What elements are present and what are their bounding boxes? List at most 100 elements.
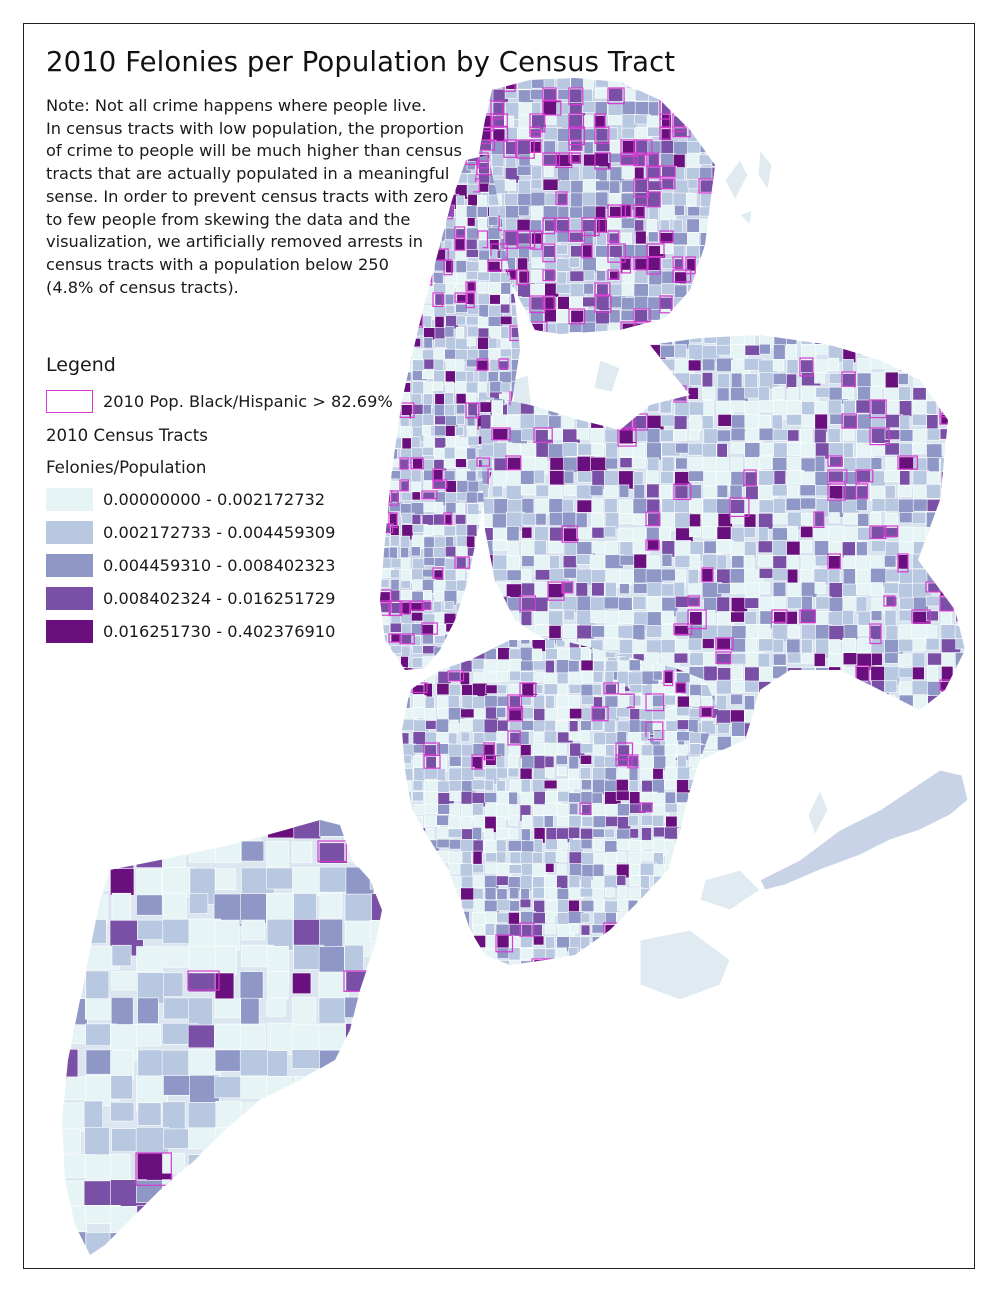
majority-outline xyxy=(516,139,535,159)
tract-cell xyxy=(371,893,382,923)
tract-cell xyxy=(214,1023,244,1050)
majority-outline xyxy=(687,609,707,630)
tract-cell xyxy=(712,218,715,230)
majority-outline xyxy=(542,100,562,116)
tract-cell xyxy=(465,381,479,395)
tract-cell xyxy=(592,863,605,879)
tract-cell xyxy=(593,899,605,912)
tract-cell xyxy=(163,820,195,853)
majority-outline xyxy=(827,469,848,483)
tract-cell xyxy=(519,730,530,745)
tract-cell xyxy=(545,659,555,675)
tract-cell xyxy=(659,344,676,358)
tract-cell xyxy=(371,1127,382,1156)
tract-cell xyxy=(548,597,566,610)
tract-cell xyxy=(698,101,715,114)
tract-cell xyxy=(677,900,695,912)
majority-outline xyxy=(869,623,882,645)
majority-outline xyxy=(594,295,612,313)
tract-cell xyxy=(590,610,609,623)
majority-outline xyxy=(855,469,874,483)
tract-cell xyxy=(926,443,943,460)
tract-cell xyxy=(581,321,597,334)
majority-outline xyxy=(399,457,409,470)
tract-cell xyxy=(659,204,677,220)
tract-cell xyxy=(640,911,651,925)
tract-cell xyxy=(745,457,762,470)
tract-cell xyxy=(448,839,463,850)
tract-cell xyxy=(472,863,485,874)
tract-cell xyxy=(563,609,575,621)
tract-cell xyxy=(240,893,267,924)
tract-cell xyxy=(758,512,774,530)
majority-outline xyxy=(465,292,475,309)
tract-cell xyxy=(380,325,389,341)
tract-cell xyxy=(772,694,789,712)
majority-outline xyxy=(685,87,700,101)
tract-cell xyxy=(772,736,785,748)
tract-cell xyxy=(604,934,621,947)
majority-outline xyxy=(507,706,524,722)
tract-cell xyxy=(569,165,580,183)
tract-cell xyxy=(814,428,827,444)
tract-cell xyxy=(110,1102,135,1122)
tract-cell xyxy=(138,1258,169,1279)
tract-cell xyxy=(460,875,475,890)
tract-cell xyxy=(912,429,927,446)
tract-cell xyxy=(454,624,471,637)
tract-cell xyxy=(772,639,784,653)
tract-cell xyxy=(912,694,929,710)
tract-cell xyxy=(434,315,445,329)
tract-cell xyxy=(664,839,675,851)
tract-cell xyxy=(400,327,411,342)
tract-cell xyxy=(380,666,394,670)
tract-cell xyxy=(744,749,765,760)
tract-cell xyxy=(162,841,186,869)
tract-cell xyxy=(370,945,382,965)
tract-cell xyxy=(628,755,639,769)
majority-outline xyxy=(620,204,632,218)
tract-cell xyxy=(686,114,698,128)
tract-cell xyxy=(549,470,566,486)
tract-cell xyxy=(659,387,673,403)
note-line: visualization, we artificially removed a… xyxy=(46,232,423,252)
tract-cell xyxy=(506,625,519,636)
tract-cell xyxy=(646,386,659,402)
tract-cell xyxy=(555,322,570,334)
tract-cell xyxy=(912,637,925,652)
tract-cell xyxy=(477,580,489,593)
tract-cell xyxy=(604,959,618,965)
tract-cell xyxy=(926,428,941,441)
tract-cell xyxy=(318,842,348,864)
tract-cell xyxy=(556,766,567,777)
tract-cell xyxy=(543,683,559,695)
tract-cell xyxy=(884,497,901,513)
class-swatch xyxy=(46,587,93,611)
tract-cell xyxy=(496,790,511,805)
tract-cell xyxy=(633,295,649,310)
majority-outline xyxy=(827,455,843,467)
tract-cell xyxy=(508,828,518,839)
tract-cell xyxy=(701,415,714,430)
tract-cell xyxy=(557,89,571,100)
majority-outline xyxy=(423,754,441,769)
tract-cell xyxy=(786,694,798,709)
tract-cell xyxy=(926,707,947,725)
tract-cell xyxy=(484,648,497,660)
tract-cell xyxy=(595,232,607,247)
tract-cell xyxy=(412,707,426,718)
majority-outline xyxy=(135,1152,172,1186)
tract-cell xyxy=(267,1258,300,1279)
tract-cell xyxy=(62,946,81,982)
tract-cell xyxy=(689,373,702,386)
tract-cell xyxy=(436,911,447,926)
tract-cell xyxy=(424,851,440,869)
tract-cell xyxy=(757,653,771,668)
tract-cell xyxy=(633,322,650,334)
tract-cell xyxy=(476,635,487,647)
tract-cell xyxy=(689,414,702,432)
tract-cell xyxy=(495,670,509,682)
tract-cell xyxy=(533,694,545,710)
tract-cell xyxy=(711,708,718,719)
tract-cell xyxy=(616,959,634,965)
